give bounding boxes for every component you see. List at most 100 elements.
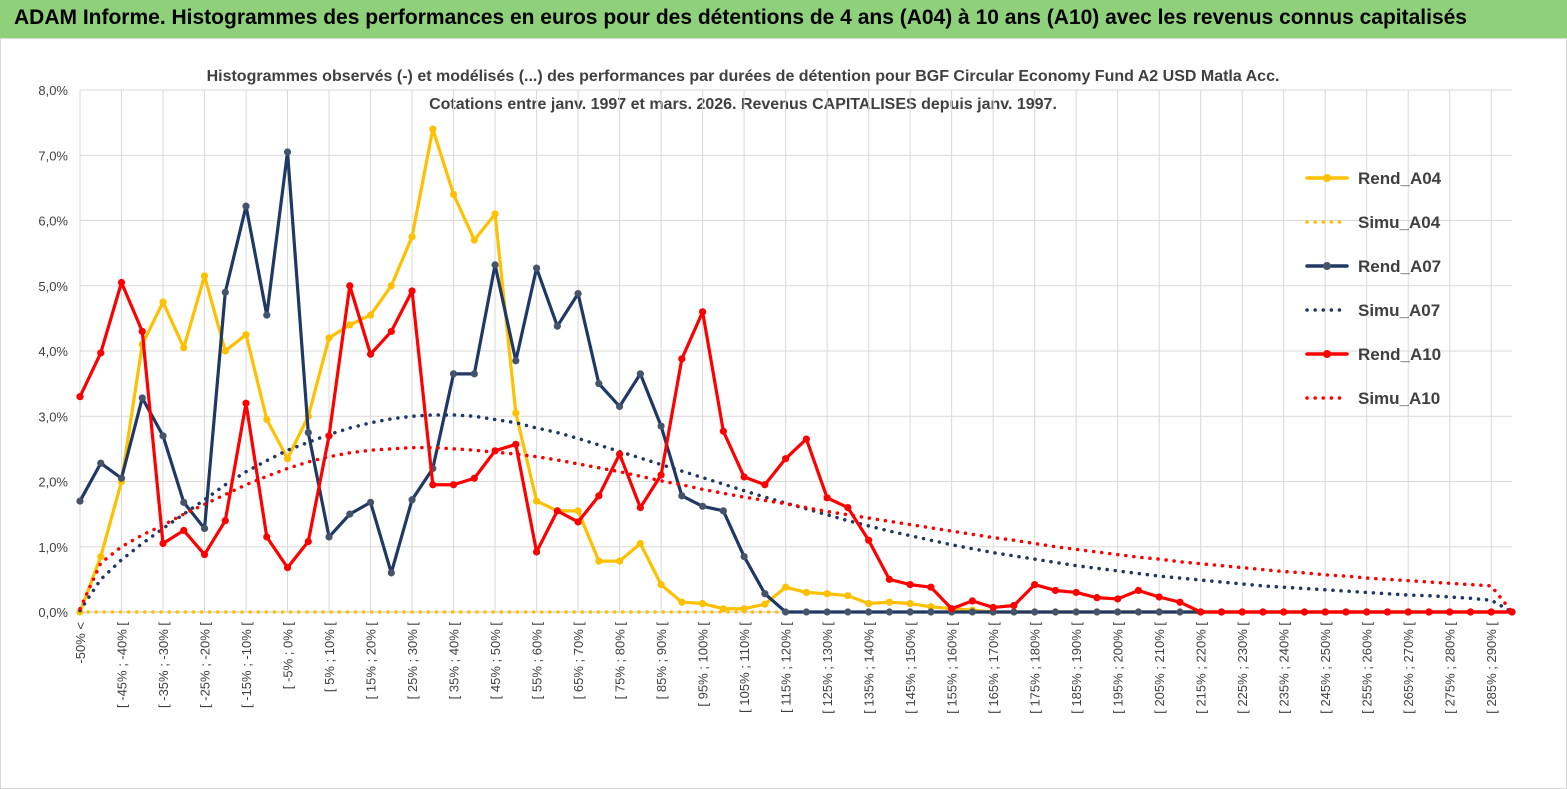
data-point bbox=[595, 380, 603, 388]
data-point bbox=[491, 210, 499, 218]
data-point bbox=[512, 357, 520, 365]
data-point bbox=[699, 599, 707, 608]
data-point bbox=[283, 148, 292, 156]
data-point bbox=[76, 393, 84, 401]
series bbox=[76, 125, 1516, 616]
x-tick-label: [ 105% ; 110% [ bbox=[737, 622, 752, 713]
x-tick-label: [ -45% ; -40% [ bbox=[115, 622, 130, 708]
data-point bbox=[782, 583, 790, 591]
data-point bbox=[906, 608, 914, 616]
data-point bbox=[263, 415, 271, 424]
data-point bbox=[325, 334, 333, 342]
x-tick-label: [ 195% ; 200% [ bbox=[1111, 622, 1126, 714]
x-tick-label: [ -5% ; 0% [ bbox=[281, 622, 296, 690]
data-point bbox=[512, 409, 520, 417]
data-point bbox=[782, 455, 790, 463]
data-point bbox=[636, 504, 644, 512]
legend-marker bbox=[1323, 262, 1331, 270]
data-point bbox=[927, 608, 935, 616]
data-point bbox=[1446, 608, 1454, 616]
data-point bbox=[180, 498, 188, 506]
data-point bbox=[387, 282, 395, 290]
data-point bbox=[97, 349, 105, 357]
data-point bbox=[97, 459, 105, 467]
data-point bbox=[1363, 608, 1371, 616]
data-point bbox=[865, 599, 873, 608]
data-point bbox=[1342, 608, 1350, 616]
data-point bbox=[719, 507, 727, 515]
histogram-line-chart: Histogrammes observés (-) et modélisés (… bbox=[38, 68, 1516, 714]
data-point bbox=[180, 526, 188, 535]
data-point bbox=[325, 533, 333, 541]
x-tick-label: [ 275% ; 280% [ bbox=[1443, 622, 1458, 714]
data-point bbox=[346, 510, 354, 518]
series-line-simu-a10 bbox=[78, 445, 1514, 614]
y-tick-label: 8,0% bbox=[38, 83, 68, 98]
x-tick-label: [ 235% ; 240% [ bbox=[1277, 622, 1292, 714]
data-point bbox=[449, 190, 458, 198]
data-point bbox=[865, 608, 873, 616]
data-point bbox=[761, 600, 769, 608]
data-point bbox=[636, 370, 644, 378]
data-point bbox=[1238, 608, 1246, 616]
data-point bbox=[429, 125, 437, 133]
data-point bbox=[304, 428, 312, 437]
data-point bbox=[242, 399, 250, 407]
data-point bbox=[802, 435, 810, 443]
data-point bbox=[408, 233, 416, 241]
data-point bbox=[574, 507, 582, 515]
y-tick-label: 2,0% bbox=[38, 475, 68, 490]
data-point bbox=[865, 536, 873, 544]
header-banner: ADAM Informe. Histogrammes des performan… bbox=[0, 0, 1567, 39]
data-point bbox=[283, 564, 292, 572]
data-point bbox=[117, 474, 126, 482]
data-point bbox=[138, 327, 146, 336]
data-point bbox=[740, 605, 748, 613]
x-tick-label: [ 135% ; 140% [ bbox=[862, 622, 877, 714]
data-point bbox=[1508, 608, 1516, 616]
data-point bbox=[885, 608, 893, 616]
x-tick-label: [ 5% ; 10% [ bbox=[322, 622, 337, 692]
data-point bbox=[989, 603, 997, 612]
data-point bbox=[1093, 608, 1101, 616]
data-point bbox=[657, 580, 665, 589]
data-point bbox=[1134, 586, 1143, 595]
data-point bbox=[242, 202, 250, 210]
legend-label: Simu_A04 bbox=[1358, 213, 1441, 232]
data-point bbox=[304, 537, 312, 546]
x-tick-label: [ 75% ; 80% [ bbox=[613, 622, 628, 700]
data-point bbox=[200, 550, 209, 559]
data-point bbox=[802, 608, 810, 616]
data-point bbox=[699, 308, 707, 316]
data-point bbox=[263, 311, 271, 319]
data-point bbox=[470, 236, 478, 244]
data-point bbox=[740, 473, 748, 481]
data-point bbox=[159, 539, 167, 548]
data-point bbox=[221, 288, 229, 296]
y-tick-label: 1,0% bbox=[38, 540, 68, 555]
legend-label: Rend_A04 bbox=[1358, 169, 1442, 188]
data-point bbox=[180, 344, 188, 352]
x-tick-label: [ -15% ; -10% [ bbox=[239, 622, 254, 708]
legend-marker bbox=[1323, 350, 1331, 358]
x-tick-label: [ 35% ; 40% [ bbox=[447, 622, 462, 700]
x-tick-label: -50% < bbox=[73, 622, 88, 664]
data-point bbox=[927, 583, 935, 591]
data-point bbox=[1093, 594, 1101, 602]
data-point bbox=[927, 603, 935, 611]
data-point bbox=[1031, 580, 1039, 589]
data-point bbox=[823, 590, 831, 598]
y-tick-label: 3,0% bbox=[38, 409, 68, 424]
data-point bbox=[429, 481, 437, 489]
legend-label: Rend_A07 bbox=[1358, 257, 1441, 276]
data-point bbox=[719, 427, 727, 435]
grid bbox=[79, 89, 1512, 613]
data-point bbox=[823, 494, 831, 502]
data-point bbox=[1197, 608, 1205, 616]
data-point bbox=[844, 608, 852, 616]
x-tick-label: [ 65% ; 70% [ bbox=[571, 622, 586, 700]
x-tick-label: [ 115% ; 120% [ bbox=[779, 622, 794, 713]
data-point bbox=[1051, 608, 1060, 616]
data-point bbox=[615, 450, 624, 458]
data-point bbox=[615, 402, 624, 411]
